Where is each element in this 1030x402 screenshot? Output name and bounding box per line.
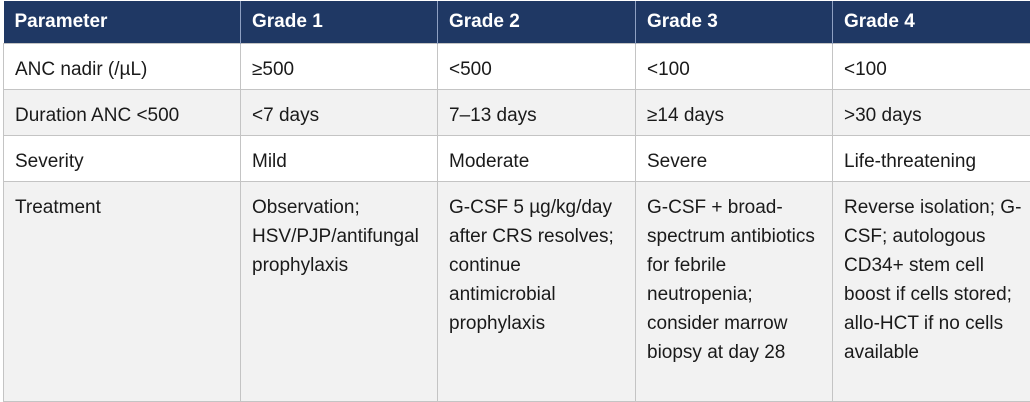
table-cell: Moderate bbox=[437, 135, 636, 182]
header-grade-3: Grade 3 bbox=[635, 1, 833, 44]
table-cell: <500 bbox=[437, 43, 636, 90]
table-cell: Severity bbox=[3, 135, 241, 182]
header-grade-2: Grade 2 bbox=[437, 1, 636, 44]
table-cell: G-CSF + broad-spectrum antibiotics for f… bbox=[635, 181, 833, 402]
table-row-duration: Duration ANC <500 <7 days 7–13 days ≥14 … bbox=[3, 89, 1030, 136]
header-grade-4: Grade 4 bbox=[832, 1, 1030, 44]
table-cell: Reverse isolation; G-CSF; autologous CD3… bbox=[832, 181, 1030, 402]
table-cell: <100 bbox=[832, 43, 1030, 90]
table-cell: G-CSF 5 µg/kg/day after CRS resolves; co… bbox=[437, 181, 636, 402]
table-cell: ≥14 days bbox=[635, 89, 833, 136]
table-row-anc-nadir: ANC nadir (/µL) ≥500 <500 <100 <100 bbox=[3, 43, 1030, 90]
table-row-severity: Severity Mild Moderate Severe Life-threa… bbox=[3, 135, 1030, 182]
table-header-row: Parameter Grade 1 Grade 2 Grade 3 Grade … bbox=[3, 1, 1030, 44]
header-parameter: Parameter bbox=[3, 1, 241, 44]
table-row-treatment: Treatment Observation; HSV/PJP/antifunga… bbox=[3, 181, 1030, 402]
table-cell: ANC nadir (/µL) bbox=[3, 43, 241, 90]
neutropenia-grading-table: Parameter Grade 1 Grade 2 Grade 3 Grade … bbox=[3, 1, 1030, 402]
table-cell: Life-threatening bbox=[832, 135, 1030, 182]
table-cell: Severe bbox=[635, 135, 833, 182]
header-grade-1: Grade 1 bbox=[240, 1, 438, 44]
table-cell: Duration ANC <500 bbox=[3, 89, 241, 136]
table-cell: Observation; HSV/PJP/antifungal prophyla… bbox=[240, 181, 438, 402]
table-cell: >30 days bbox=[832, 89, 1030, 136]
table-cell: 7–13 days bbox=[437, 89, 636, 136]
table-cell: Mild bbox=[240, 135, 438, 182]
table-cell: <7 days bbox=[240, 89, 438, 136]
table-cell: ≥500 bbox=[240, 43, 438, 90]
table-cell: <100 bbox=[635, 43, 833, 90]
table-cell: Treatment bbox=[3, 181, 241, 402]
